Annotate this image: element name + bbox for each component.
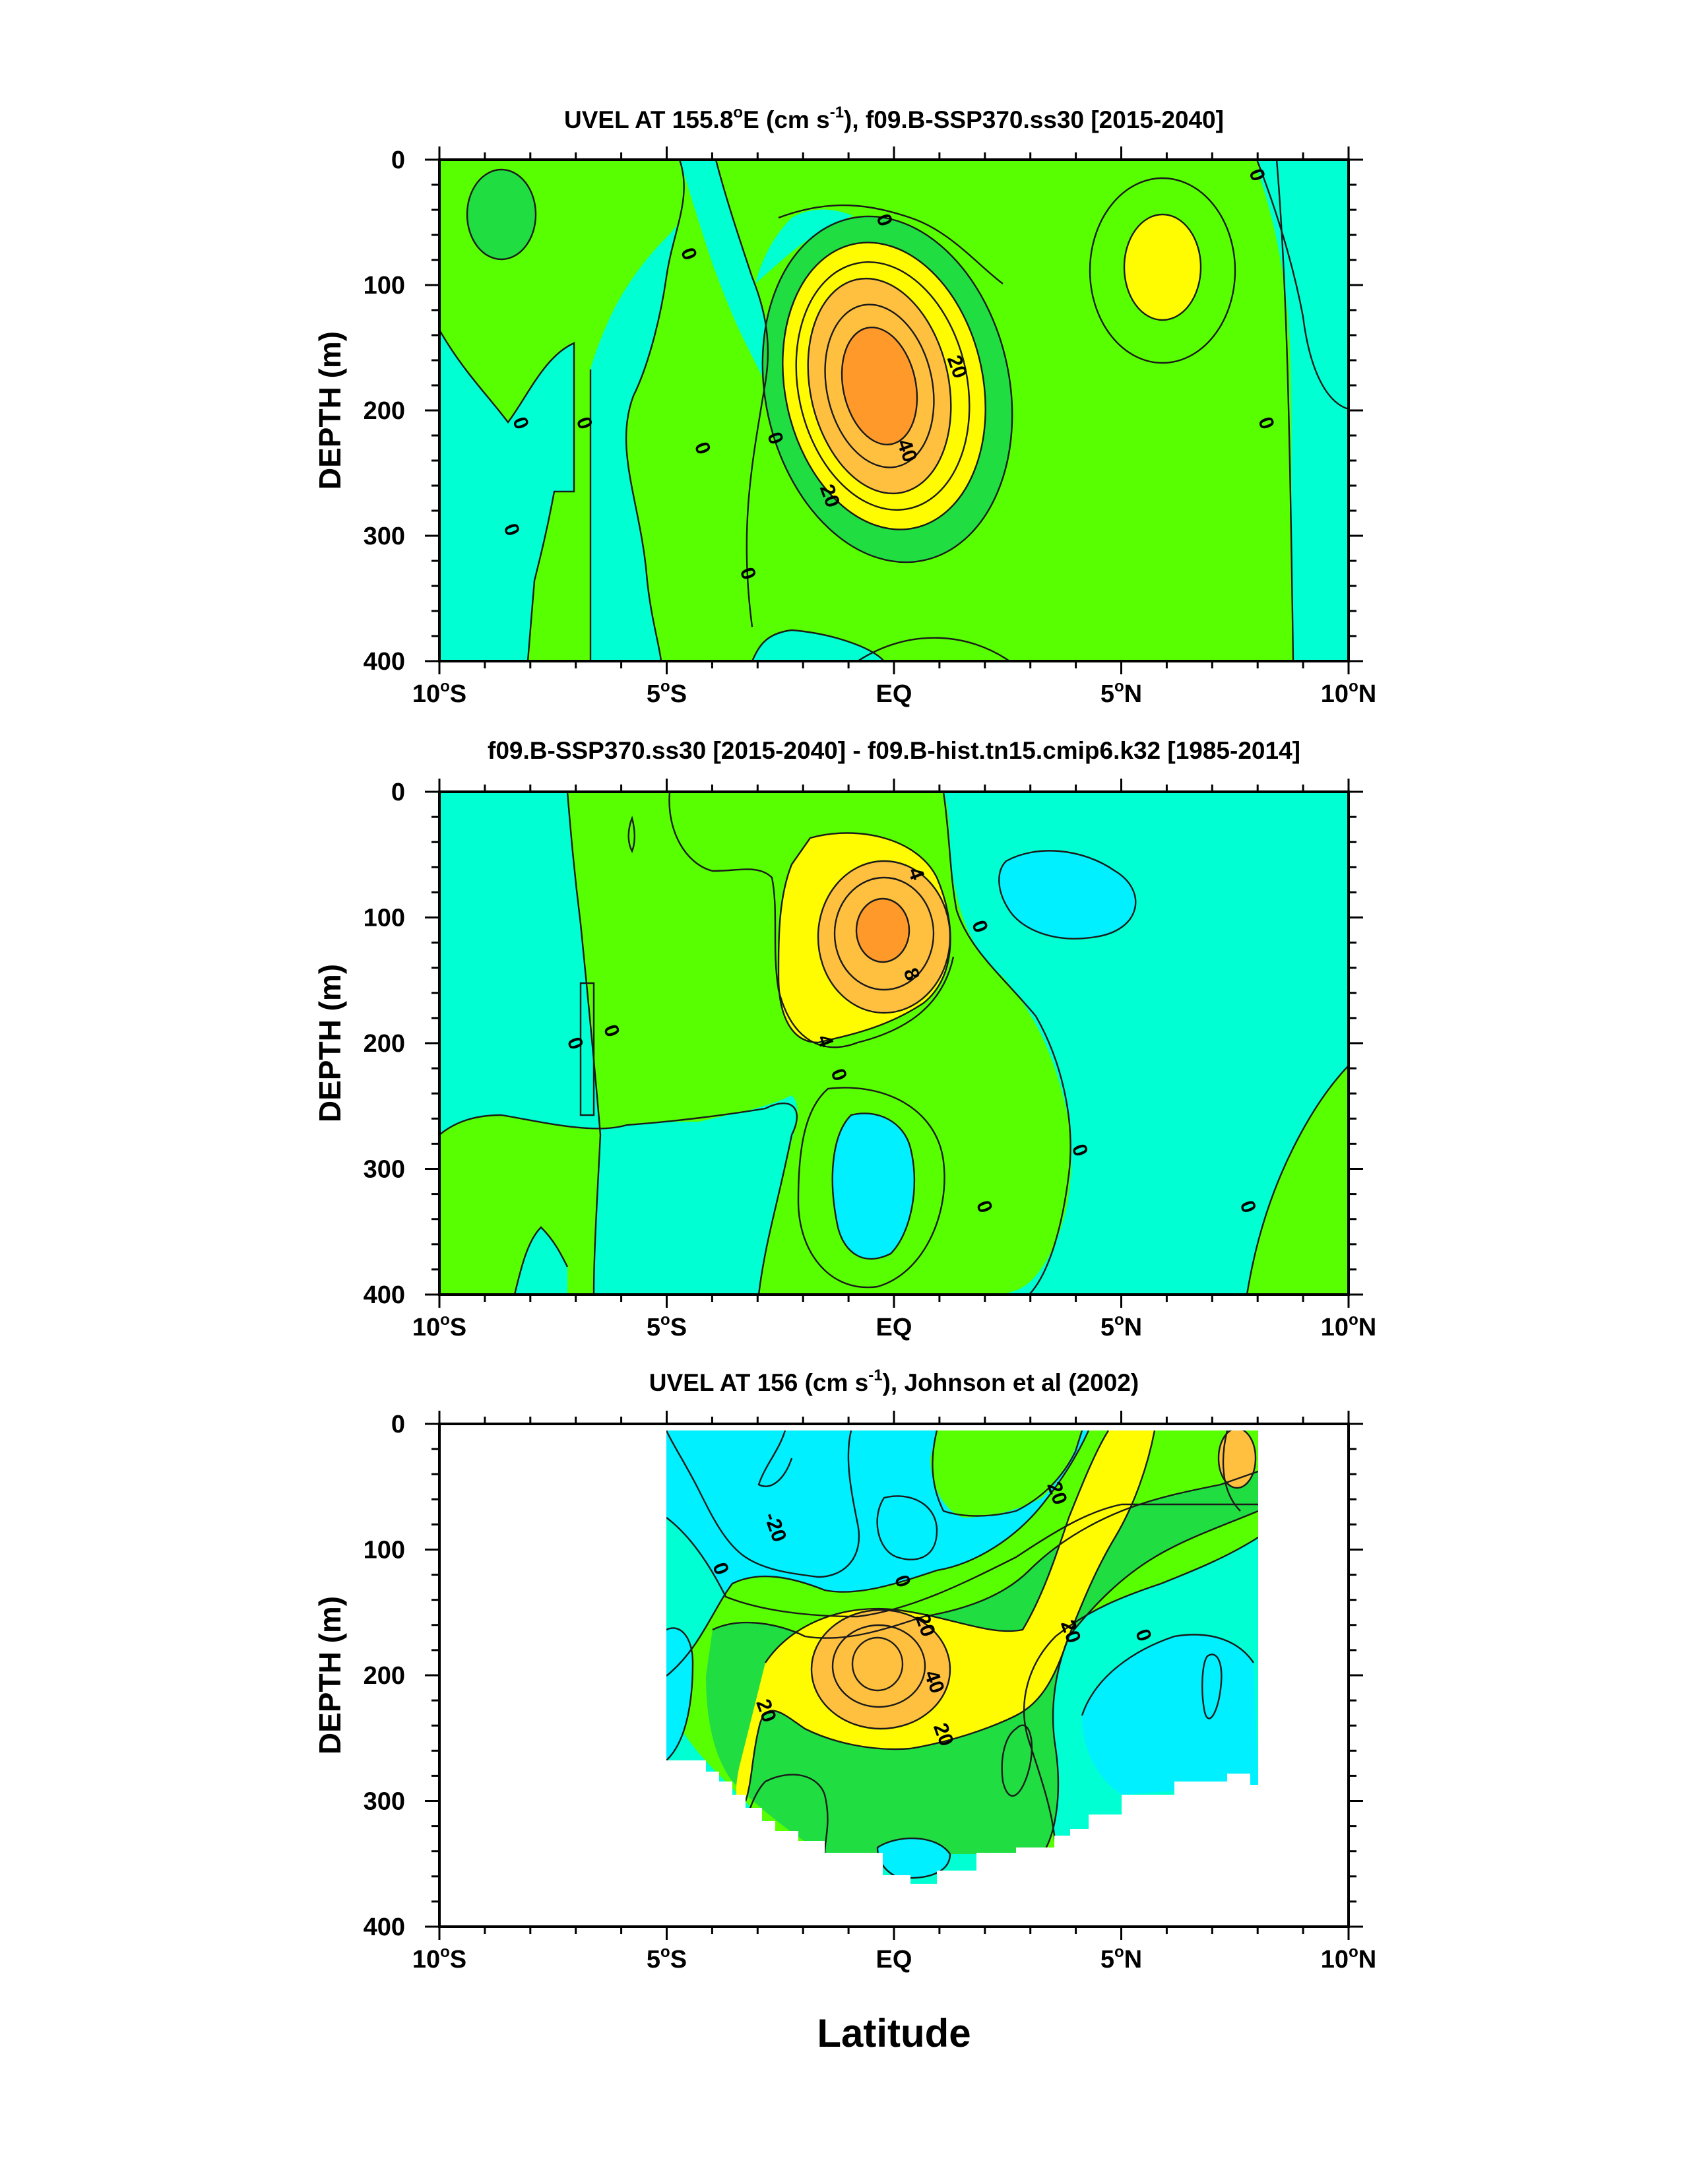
x-tick-label: 5oS <box>647 1943 687 1974</box>
panel-3-region-negative-south <box>877 1838 950 1879</box>
y-tick-label: 400 <box>364 648 405 676</box>
x-tick-label: 10oN <box>1321 1943 1376 1974</box>
panel-3-region-positive-north <box>930 1430 1082 1518</box>
y-tick-label: 300 <box>364 1788 405 1816</box>
panel-1-north-jet-core <box>1124 214 1201 320</box>
y-tick-label: 0 <box>391 146 405 174</box>
y-tick-label: 400 <box>364 1913 405 1941</box>
panel-3-title: UVEL AT 156 (cm s-1), Johnson et al (200… <box>649 1366 1139 1396</box>
x-tick-label: 5oN <box>1100 1943 1142 1974</box>
y-tick-label: 100 <box>364 1537 405 1564</box>
panel-3-axes: 10oS 5oS EQ 5oN 10oN 0 100 200 300 400 DEPTH (m) <box>313 1411 1376 1974</box>
panel-3-euc-level-3 <box>812 1610 950 1729</box>
y-tick-label: 300 <box>364 523 405 550</box>
y-tick-label: 200 <box>364 397 405 425</box>
y-axis-title: DEPTH (m) <box>313 331 347 490</box>
x-tick-label: EQ <box>876 1946 912 1974</box>
x-tick-label: 5oN <box>1100 1311 1142 1341</box>
panel-2-axes: 10oS 5oS EQ 5oN 10oN 0 100 200 300 400 DEPTH (m) <box>313 779 1376 1341</box>
y-tick-label: 0 <box>391 1411 405 1438</box>
panel-3-northeast-core <box>1219 1430 1256 1488</box>
panel-2-negative-anomaly-north <box>999 851 1136 939</box>
panel-3-region-negative-east <box>1082 1634 1258 1795</box>
panel-2-negative-anomaly <box>832 1113 914 1259</box>
panel-1-region-negative-east <box>1257 160 1349 409</box>
x-tick-label: 10oS <box>412 1311 466 1341</box>
panel-1-contour-lines <box>439 160 1349 661</box>
x-tick-label: 5oS <box>647 678 687 708</box>
y-tick-label: 300 <box>364 1156 405 1184</box>
y-axis-title: DEPTH (m) <box>313 1596 347 1754</box>
panel-1-region-negative-tongue <box>680 160 768 383</box>
panel-3-region-negative-southwest <box>666 1628 693 1760</box>
y-tick-label: 400 <box>364 1281 405 1309</box>
panel-1-axes: 10oS 5oS EQ 5oN 10oN 0 100 200 300 400 DEPTH (m) <box>313 146 1376 708</box>
y-tick-label: 100 <box>364 905 405 932</box>
panel-2-anomaly-core <box>856 899 909 962</box>
x-axis-title: Latitude <box>817 2011 971 2055</box>
x-tick-label: EQ <box>876 1314 912 1341</box>
panel-1-region-negative-west <box>439 330 574 661</box>
panel-1-region-negative-south <box>752 630 884 661</box>
panel-2: f09.B-SSP370.ss30 [2015-2040] - f09.B-hi… <box>313 737 1376 1341</box>
y-tick-label: 200 <box>364 1030 405 1058</box>
y-axis-title: DEPTH (m) <box>313 964 347 1122</box>
x-tick-label: EQ <box>876 680 912 708</box>
y-tick-label: 0 <box>391 779 405 806</box>
x-tick-label: 10oS <box>412 678 466 708</box>
panel-1-contour-fill <box>439 160 1349 661</box>
panel-3-contour-lines <box>666 1430 1258 1879</box>
x-tick-label: 10oS <box>412 1943 466 1974</box>
panel-3-region-negative-center <box>877 1496 937 1560</box>
panel-1-west-jet-core <box>467 170 536 259</box>
panel-1-euc-level-4 <box>842 327 917 445</box>
x-tick-label: 10oN <box>1321 1311 1376 1341</box>
panel-3: UVEL AT 156 (cm s-1), Johnson et al (200… <box>313 1366 1376 1974</box>
panel-1-title: UVEL AT 155.8oE (cm s-1), f09.B-SSP370.s… <box>564 104 1224 133</box>
panel-3-contour-interior <box>666 1430 1258 1884</box>
y-tick-label: 200 <box>364 1662 405 1690</box>
x-tick-label: 5oN <box>1100 678 1142 708</box>
x-tick-label: 10oN <box>1321 678 1376 708</box>
panel-2-title: f09.B-SSP370.ss30 [2015-2040] - f09.B-hi… <box>488 737 1300 764</box>
panel-1: UVEL AT 155.8oE (cm s-1), f09.B-SSP370.s… <box>313 104 1376 708</box>
panel-2-contour-lines <box>439 792 1349 1295</box>
x-tick-label: 5oS <box>647 1311 687 1341</box>
panel-3-region-negative-west <box>666 1430 859 1577</box>
panel-2-region-positive-east <box>1247 1066 1349 1295</box>
y-tick-label: 100 <box>364 272 405 300</box>
